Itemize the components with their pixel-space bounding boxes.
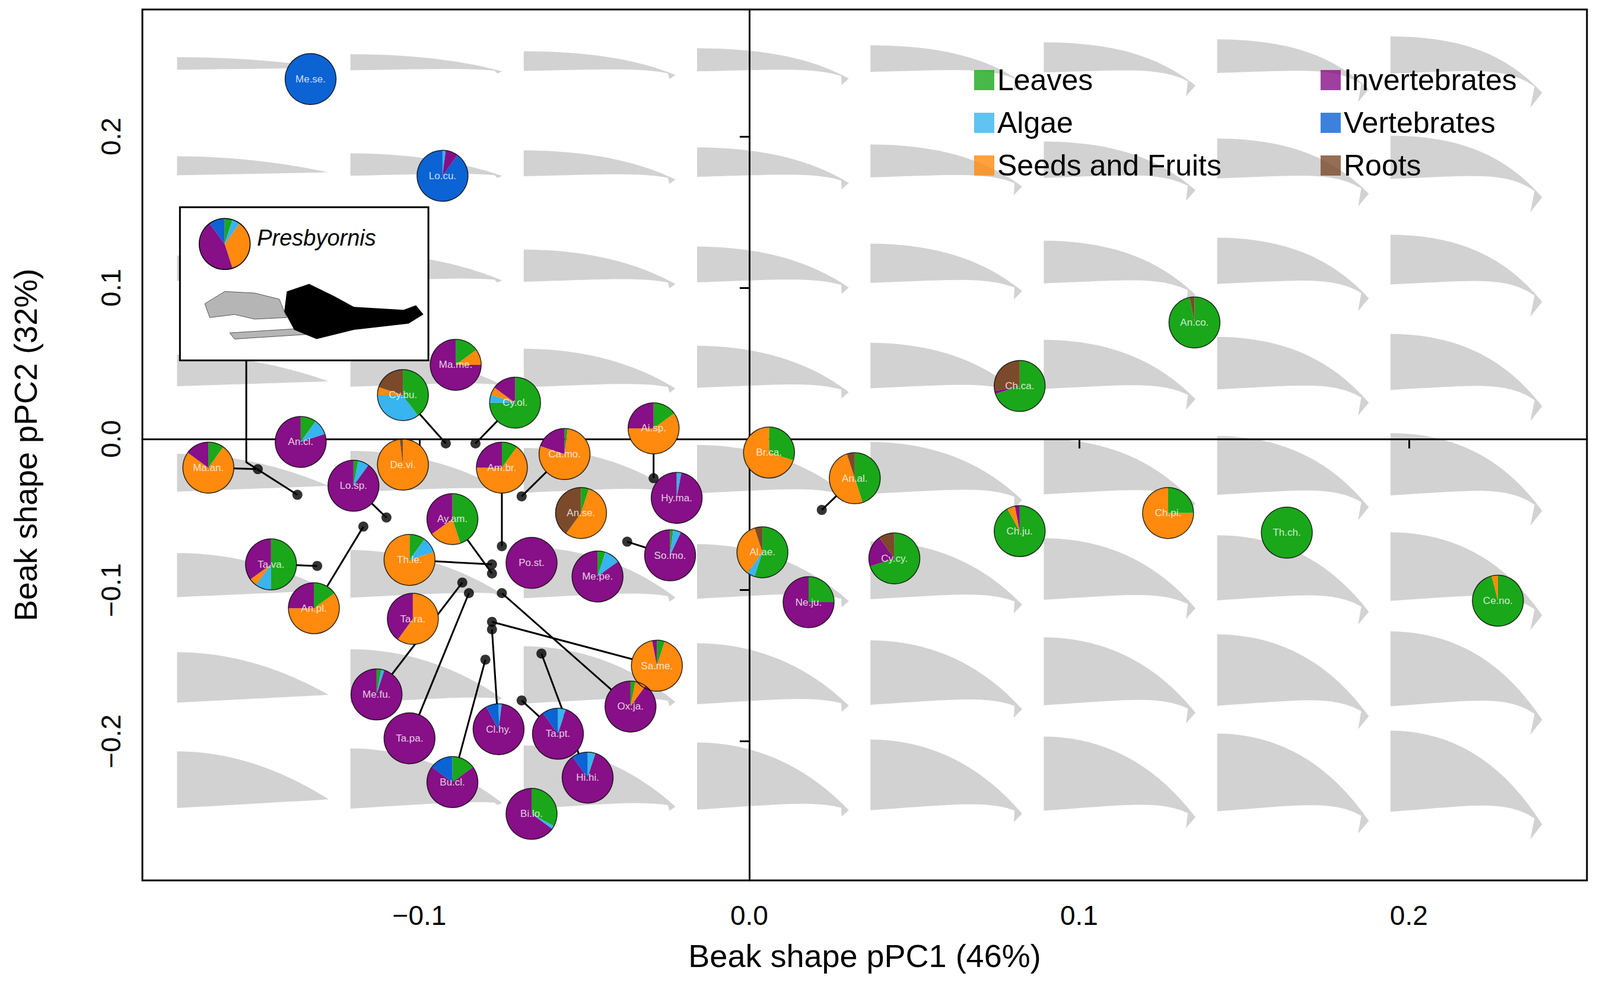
svg-text:Am.br.: Am.br.	[487, 462, 517, 474]
svg-text:Ce.no.: Ce.no.	[1483, 595, 1513, 607]
svg-text:Th.le.: Th.le.	[396, 554, 423, 566]
svg-text:Cy.bu.: Cy.bu.	[388, 389, 418, 401]
svg-text:Ch.ca.: Ch.ca.	[1004, 380, 1035, 392]
svg-text:An.cl.: An.cl.	[288, 436, 314, 448]
svg-text:Ta.pa.: Ta.pa.	[395, 732, 423, 744]
svg-text:Bi.lo.: Bi.lo.	[520, 808, 543, 820]
svg-text:De.vi.: De.vi.	[389, 459, 416, 471]
svg-text:0.0: 0.0	[95, 420, 127, 458]
svg-text:Al.ae.: Al.ae.	[749, 546, 775, 558]
svg-text:An.co.: An.co.	[1179, 316, 1209, 329]
svg-text:Ay.am.: Ay.am.	[437, 513, 468, 525]
svg-text:0.1: 0.1	[1060, 899, 1099, 931]
svg-text:Ch.ju.: Ch.ju.	[1006, 525, 1033, 537]
svg-text:Sa.me.: Sa.me.	[640, 660, 673, 672]
svg-text:Ma.me.: Ma.me.	[439, 358, 473, 371]
svg-text:Ai.sp.: Ai.sp.	[640, 422, 667, 434]
svg-text:−0.2: −0.2	[95, 714, 127, 769]
svg-text:Algae: Algae	[997, 106, 1074, 140]
svg-text:An.al.: An.al.	[841, 472, 868, 485]
svg-text:Hi.hi.: Hi.hi.	[576, 771, 600, 784]
svg-text:Lo.cu.: Lo.cu.	[428, 170, 457, 182]
svg-text:Invertebrates: Invertebrates	[1343, 63, 1517, 97]
svg-text:Lo.sp.: Lo.sp.	[339, 479, 368, 492]
svg-text:Beak shape pPC1 (46%): Beak shape pPC1 (46%)	[688, 937, 1041, 974]
svg-text:Cy.ol.: Cy.ol.	[502, 396, 528, 409]
svg-text:Seeds and Fruits: Seeds and Fruits	[997, 148, 1222, 183]
svg-text:Th.ch.: Th.ch.	[1272, 526, 1301, 539]
svg-text:Leaves: Leaves	[997, 63, 1093, 97]
svg-text:Me.fu.: Me.fu.	[362, 688, 391, 701]
svg-text:Ox.ja.: Ox.ja.	[617, 700, 644, 712]
svg-text:Hy.ma.: Hy.ma.	[660, 492, 693, 504]
svg-text:0.0: 0.0	[730, 899, 769, 931]
svg-text:An.se.: An.se.	[566, 507, 596, 519]
svg-text:Ta.ra.: Ta.ra.	[400, 613, 426, 625]
svg-text:0.1: 0.1	[95, 268, 127, 307]
svg-text:Me.se.: Me.se.	[295, 73, 326, 85]
svg-text:−0.1: −0.1	[95, 562, 127, 617]
svg-text:0.2: 0.2	[95, 117, 127, 156]
svg-text:An.pl.: An.pl.	[300, 602, 327, 615]
svg-text:Presbyornis: Presbyornis	[256, 225, 377, 251]
svg-text:Vertebrates: Vertebrates	[1343, 106, 1496, 140]
svg-text:Po.st.: Po.st.	[518, 557, 545, 569]
svg-text:Bu.cl.: Bu.cl.	[439, 776, 466, 788]
svg-text:Ne.ju.: Ne.ju.	[795, 596, 822, 609]
svg-text:0.2: 0.2	[1389, 899, 1428, 931]
svg-text:Ca.mo.: Ca.mo.	[548, 448, 581, 460]
svg-text:Br.ca.: Br.ca.	[756, 446, 782, 458]
svg-text:Ta.va.: Ta.va.	[257, 558, 285, 571]
svg-text:−0.1: −0.1	[392, 899, 447, 931]
svg-text:Cl.hy.: Cl.hy.	[485, 723, 511, 736]
svg-text:Beak shape pPC2 (32%): Beak shape pPC2 (32%)	[7, 268, 44, 622]
svg-text:So.mo.: So.mo.	[654, 549, 687, 562]
svg-text:Roots: Roots	[1343, 148, 1422, 183]
svg-text:Cy.cy.: Cy.cy.	[880, 552, 908, 565]
svg-text:Ma.an.: Ma.an.	[192, 462, 224, 474]
svg-text:Ch.pi.: Ch.pi.	[1155, 507, 1182, 519]
svg-text:Me.pe.: Me.pe.	[581, 570, 613, 582]
svg-text:Ta.pt.: Ta.pt.	[545, 727, 571, 740]
